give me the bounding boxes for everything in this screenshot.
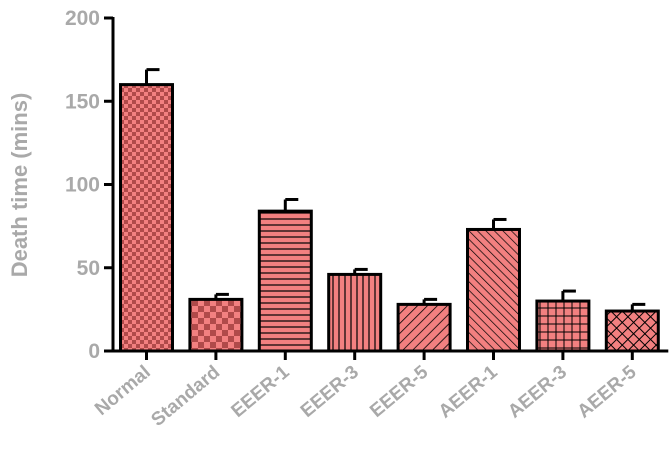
y-tick-label: 0 xyxy=(88,340,100,363)
y-tick-label: 200 xyxy=(65,7,100,30)
y-tick-label: 150 xyxy=(65,90,100,113)
bar-aeer-1 xyxy=(466,227,521,353)
bar-standard xyxy=(188,297,244,353)
x-tick-label: Normal xyxy=(91,362,155,420)
bars xyxy=(119,68,660,353)
x-tick-label: Standard xyxy=(148,362,225,431)
x-tick-label: AEER-1 xyxy=(435,361,502,422)
bar-eeer-1 xyxy=(257,209,313,353)
y-tick-label: 100 xyxy=(65,174,100,197)
bar-eeer-5 xyxy=(396,302,452,353)
x-tick-label: EEER-3 xyxy=(297,362,363,422)
y-axis-title: Death time (mins) xyxy=(7,93,32,278)
bar-eeer-3 xyxy=(327,272,383,353)
y-axis: 0 50 100 150 200 xyxy=(65,7,115,363)
bar-aeer-5 xyxy=(604,309,660,353)
x-tick-label: EEER-1 xyxy=(227,361,293,421)
bar-aeer-3 xyxy=(535,299,591,353)
y-tick-label: 50 xyxy=(77,257,100,280)
x-tick-label: EEER-5 xyxy=(366,361,432,421)
x-tick-label: AEER-5 xyxy=(574,361,641,422)
bar-normal xyxy=(119,83,174,353)
x-tick-label: AEER-3 xyxy=(504,362,571,423)
